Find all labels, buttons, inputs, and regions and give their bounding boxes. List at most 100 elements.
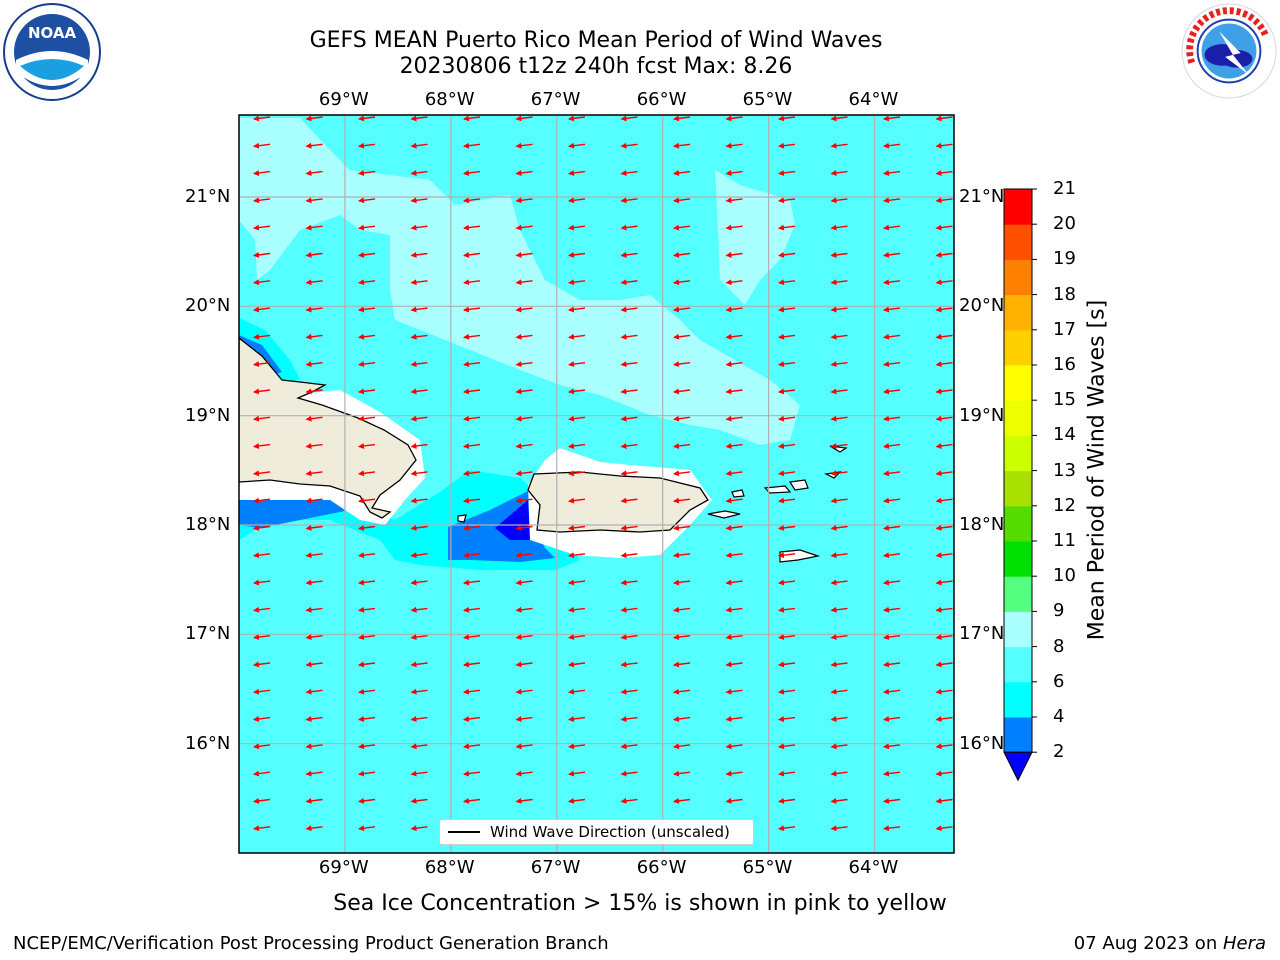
- wind-wave-arrow: [253, 825, 271, 832]
- wind-wave-arrow: [253, 470, 271, 477]
- wind-wave-arrow: [883, 552, 901, 559]
- wind-wave-arrow: [463, 470, 481, 477]
- wind-wave-arrow: [305, 306, 323, 313]
- wind-wave-arrow: [410, 224, 428, 231]
- wind-wave-arrow: [830, 579, 848, 586]
- wind-wave-arrow: [358, 333, 376, 340]
- wind-wave-arrow: [673, 415, 691, 422]
- wind-wave-arrow: [725, 197, 743, 204]
- wind-wave-arrow: [673, 197, 691, 204]
- wind-wave-arrow: [463, 797, 481, 804]
- latitude-tick-label: 21°N: [185, 186, 231, 207]
- latitude-tick-label: 17°N: [959, 623, 1005, 645]
- wind-wave-arrow: [620, 197, 638, 204]
- wind-wave-arrow: [358, 716, 376, 722]
- wind-wave-arrow: [830, 470, 848, 477]
- wind-wave-arrow: [515, 606, 533, 613]
- wind-wave-arrow: [253, 688, 271, 695]
- wind-wave-arrow: [935, 170, 953, 176]
- wind-wave-arrow: [253, 279, 271, 286]
- wind-wave-arrow: [358, 170, 376, 176]
- wind-wave-arrow: [463, 552, 481, 559]
- wind-wave-arrow: [253, 115, 271, 122]
- wind-wave-arrow: [830, 115, 848, 122]
- wind-wave-arrow: [883, 606, 901, 613]
- wind-wave-arrow: [725, 170, 743, 176]
- colorbar: [1003, 188, 1037, 782]
- wind-wave-arrow: [410, 688, 428, 695]
- wind-wave-arrow: [568, 634, 586, 641]
- wind-wave-arrow: [358, 443, 376, 449]
- wind-wave-arrow: [568, 197, 586, 204]
- wind-wave-arrow: [673, 170, 691, 176]
- wind-wave-arrow: [253, 333, 271, 340]
- colorbar-tick-label: 20: [1053, 213, 1076, 235]
- wind-wave-arrow: [515, 743, 533, 750]
- wind-wave-arrow: [410, 388, 428, 395]
- wind-wave-arrow: [568, 115, 586, 122]
- wind-wave-arrow: [253, 524, 271, 531]
- wind-wave-arrow: [305, 115, 323, 122]
- wind-wave-arrow: [725, 524, 743, 531]
- wind-wave-arrow: [778, 279, 796, 286]
- wind-wave-arrow: [935, 388, 953, 395]
- wind-wave-arrow: [568, 524, 586, 531]
- colorbar-tick-label: 18: [1053, 283, 1076, 305]
- colorbar-segment: [1004, 646, 1032, 683]
- wind-wave-arrow: [620, 443, 638, 449]
- wind-wave-arrow: [935, 825, 953, 832]
- colorbar-tick-label: 17: [1053, 318, 1076, 340]
- legend-line-swatch: [448, 831, 480, 833]
- wind-wave-arrow: [673, 634, 691, 641]
- wind-wave-arrow: [568, 688, 586, 695]
- wind-wave-arrow: [305, 606, 323, 613]
- wind-wave-arrow: [620, 688, 638, 695]
- wind-wave-arrow: [463, 279, 481, 286]
- longitude-tick-label: 67°W: [530, 857, 581, 878]
- wind-wave-arrow: [830, 743, 848, 750]
- wind-wave-arrow: [830, 797, 848, 804]
- wind-wave-arrow: [935, 142, 953, 149]
- wind-wave-arrow: [673, 306, 691, 313]
- wind-wave-arrow: [463, 333, 481, 340]
- wind-wave-arrow: [830, 770, 848, 777]
- wind-wave-arrow: [410, 415, 428, 422]
- wind-wave-arrow: [673, 797, 691, 804]
- wind-wave-arrow: [673, 606, 691, 613]
- wind-wave-arrow: [725, 606, 743, 613]
- wind-wave-arrow: [673, 279, 691, 286]
- wind-wave-arrow: [935, 797, 953, 804]
- wind-wave-arrow: [410, 716, 428, 722]
- wind-wave-arrow: [883, 306, 901, 313]
- wind-wave-arrow: [305, 579, 323, 586]
- longitude-tick-label: 66°W: [636, 89, 687, 110]
- wind-wave-arrow: [673, 142, 691, 149]
- colorbar-segment: [1004, 365, 1032, 401]
- wind-wave-arrow: [673, 224, 691, 231]
- wind-wave-arrow: [305, 224, 323, 231]
- wind-wave-arrow: [673, 579, 691, 586]
- wind-wave-arrow: [620, 797, 638, 804]
- wind-wave-arrow: [358, 661, 376, 668]
- wind-wave-arrow: [305, 770, 323, 777]
- wind-wave-arrow: [725, 634, 743, 641]
- wind-wave-arrow: [568, 306, 586, 313]
- latitude-tick-label: 21°N: [959, 186, 1005, 207]
- wind-wave-arrow: [358, 361, 376, 368]
- wind-wave-arrow: [410, 825, 428, 832]
- legend-label: Wind Wave Direction (unscaled): [490, 823, 730, 841]
- wind-wave-arrow: [830, 361, 848, 368]
- wind-wave-arrow: [253, 224, 271, 231]
- wind-wave-arrow: [305, 142, 323, 149]
- noaa-logo-text: NOAA: [28, 24, 77, 42]
- wind-wave-arrow: [305, 443, 323, 449]
- wind-wave-arrow: [725, 770, 743, 777]
- wind-wave-arrow: [305, 415, 323, 422]
- wind-wave-arrow: [830, 251, 848, 258]
- wind-wave-direction-arrows: [253, 115, 953, 832]
- wind-wave-arrow: [568, 661, 586, 668]
- wind-wave-arrow: [568, 552, 586, 559]
- wind-wave-arrow: [883, 251, 901, 258]
- wind-wave-arrow: [515, 443, 533, 449]
- wind-wave-arrow: [620, 415, 638, 422]
